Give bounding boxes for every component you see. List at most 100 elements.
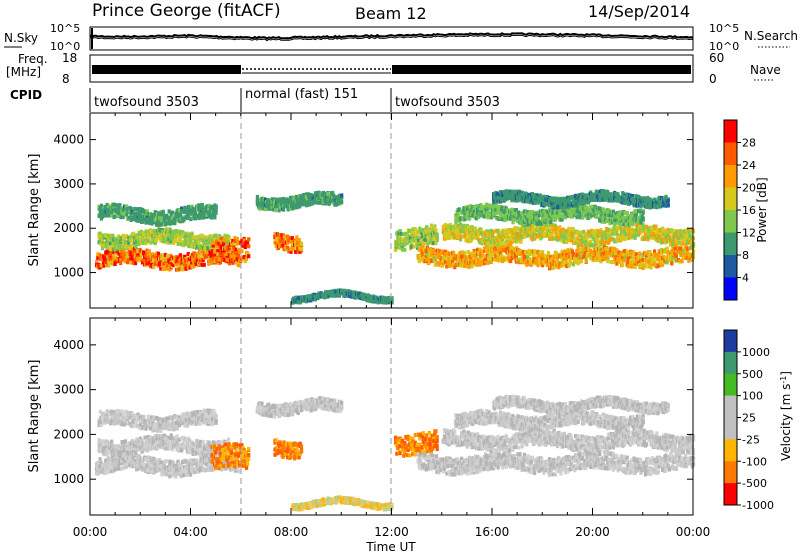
power-cell bbox=[119, 257, 123, 262]
power-cell bbox=[312, 198, 316, 203]
power-cell bbox=[633, 233, 637, 238]
power-cell bbox=[634, 252, 638, 257]
power-cell bbox=[519, 218, 523, 223]
power-cell bbox=[281, 242, 285, 247]
power-cell bbox=[646, 256, 650, 261]
power-cell bbox=[489, 206, 493, 211]
power-cell bbox=[670, 230, 674, 235]
power-cell bbox=[131, 231, 136, 236]
power-cell bbox=[599, 228, 603, 233]
power-cell bbox=[285, 204, 289, 209]
power-cell bbox=[540, 221, 544, 226]
power-cell bbox=[159, 266, 163, 271]
power-cell bbox=[156, 220, 160, 225]
power-cell bbox=[210, 249, 214, 254]
power-cell bbox=[214, 207, 218, 211]
power-cell bbox=[297, 238, 301, 243]
power-cell bbox=[218, 252, 222, 257]
power-cell bbox=[489, 260, 493, 265]
power-cell bbox=[526, 262, 530, 267]
power-cell bbox=[677, 235, 681, 240]
power-cell bbox=[154, 216, 159, 221]
power-cell bbox=[99, 240, 103, 245]
power-cell bbox=[503, 209, 507, 214]
power-cell bbox=[489, 240, 493, 245]
power-cell bbox=[575, 209, 579, 214]
power-cell bbox=[581, 215, 585, 220]
power-cell bbox=[576, 253, 580, 258]
power-cell bbox=[299, 300, 303, 305]
power-cell bbox=[144, 241, 148, 246]
power-cell bbox=[210, 253, 214, 258]
nsky-label: N.Sky bbox=[4, 31, 38, 45]
power-cell bbox=[142, 214, 146, 219]
power-cell bbox=[480, 254, 484, 258]
power-cell bbox=[444, 249, 448, 254]
power-cell bbox=[587, 208, 592, 213]
power-cell bbox=[577, 250, 581, 255]
power-cell bbox=[101, 246, 105, 251]
power-cell bbox=[603, 255, 608, 260]
power-cell bbox=[235, 241, 239, 246]
power-cell bbox=[207, 203, 211, 208]
power-cell bbox=[200, 206, 204, 211]
power-cell bbox=[432, 237, 436, 241]
power-cell bbox=[484, 257, 488, 261]
noise-panel-frame bbox=[89, 26, 694, 51]
power-cell bbox=[206, 254, 210, 259]
power-cell bbox=[617, 217, 621, 222]
power-cell bbox=[498, 205, 503, 209]
power-cell bbox=[593, 233, 597, 238]
power-cell bbox=[643, 232, 648, 237]
power-cell bbox=[623, 249, 627, 253]
power-cell bbox=[648, 230, 652, 235]
power-cell bbox=[463, 217, 467, 221]
power-cell bbox=[524, 250, 528, 255]
power-cell bbox=[634, 213, 638, 218]
power-cell bbox=[159, 238, 163, 243]
power-cell bbox=[278, 197, 282, 202]
power-cell bbox=[110, 236, 114, 240]
power-cell bbox=[687, 229, 691, 233]
power-cell bbox=[501, 217, 505, 222]
nave-tick-top: 60 bbox=[709, 51, 724, 65]
power-cell bbox=[571, 252, 576, 256]
power-cell bbox=[205, 235, 209, 240]
power-cell bbox=[244, 256, 249, 261]
power-cell bbox=[493, 257, 497, 262]
power-cell bbox=[170, 236, 175, 241]
power-cell bbox=[625, 228, 629, 233]
power-cell bbox=[641, 223, 645, 228]
power-cell bbox=[685, 249, 689, 253]
power-cell bbox=[200, 233, 204, 238]
power-cell bbox=[466, 225, 471, 230]
power-cell bbox=[396, 233, 400, 238]
power-cell bbox=[140, 260, 145, 265]
power-cell bbox=[575, 230, 579, 235]
power-cell bbox=[117, 210, 121, 215]
power-cell bbox=[98, 207, 102, 212]
power-cell bbox=[187, 261, 191, 266]
power-cell bbox=[528, 216, 532, 221]
power-cell bbox=[213, 215, 217, 220]
power-cell bbox=[563, 249, 568, 254]
power-cell bbox=[482, 246, 487, 251]
power-cell bbox=[446, 261, 450, 266]
power-cell bbox=[567, 226, 571, 231]
power-cell bbox=[611, 231, 616, 236]
power-cell bbox=[444, 259, 448, 264]
power-cell bbox=[616, 226, 620, 231]
power-cell bbox=[412, 244, 416, 249]
power-cell bbox=[611, 209, 616, 214]
power-cell bbox=[144, 220, 148, 225]
power-cell bbox=[558, 207, 562, 212]
power-cell bbox=[565, 211, 569, 216]
power-cell bbox=[653, 260, 657, 264]
power-cell bbox=[440, 263, 444, 268]
freq-label-line2: [MHz] bbox=[6, 65, 41, 79]
power-cell bbox=[481, 256, 485, 261]
power-cell bbox=[446, 254, 450, 259]
power-cell bbox=[199, 211, 203, 216]
power-cell bbox=[619, 210, 624, 215]
power-cell bbox=[606, 259, 610, 264]
